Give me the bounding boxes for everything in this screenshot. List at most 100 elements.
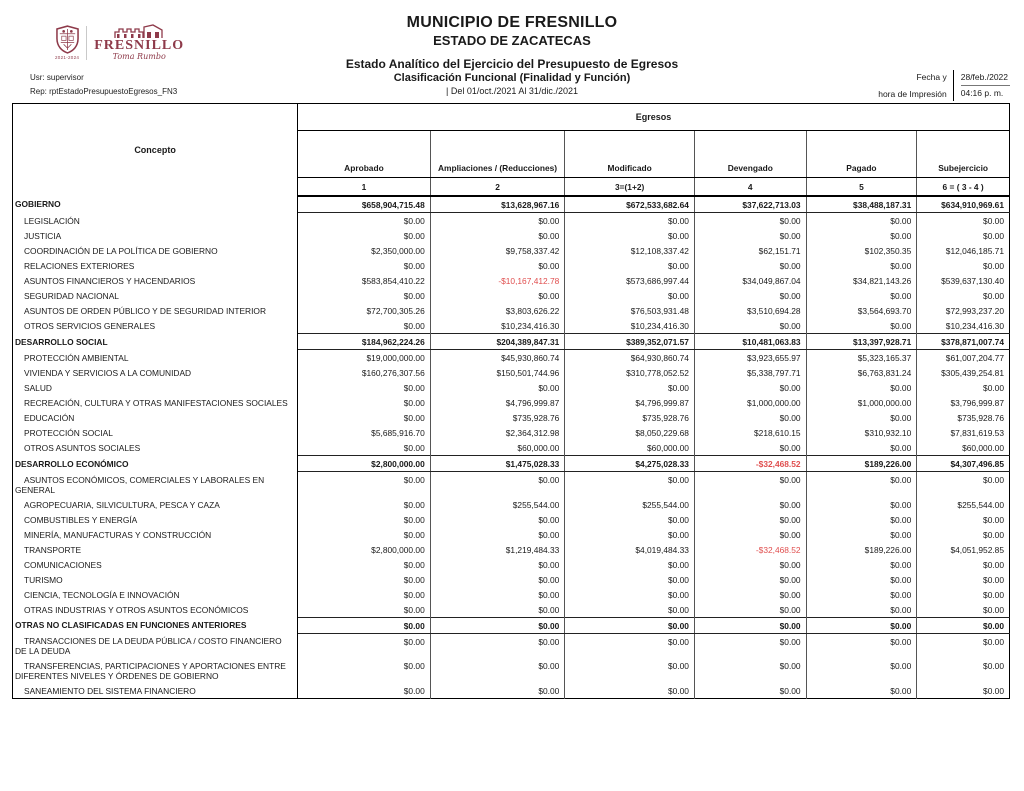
user-line: Usr: supervisor <box>30 73 84 82</box>
value-cell: $0.00 <box>694 258 807 273</box>
value-cell: $0.00 <box>564 288 695 303</box>
value-cell: $0.00 <box>694 616 807 634</box>
value-cell: $7,831,619.53 <box>950 428 1004 438</box>
value-cell: $0.00 <box>430 258 566 273</box>
value-cell: $735,928.76 <box>957 413 1004 423</box>
concept-cell: OTRAS INDUSTRIAS Y OTROS ASUNTOS ECONÓMI… <box>12 601 299 617</box>
value-cell: $389,352,071.57 <box>564 333 695 350</box>
value-cell: $0.00 <box>806 601 918 617</box>
table-row: COORDINACIÓN DE LA POLÍTICA DE GOBIERNO $… <box>12 243 1010 258</box>
table-row: GOBIERNO $658,904,715.48 $13,628,967.16 $67… <box>12 195 1010 213</box>
table-row: OTROS ASUNTOS SOCIALES $0.00 $60,000.00 $60… <box>12 440 1010 456</box>
budget-table-body: GOBIERNO $658,904,715.48 $13,628,967.16 $67… <box>12 195 1010 699</box>
concept-cell: LEGISLACIÓN <box>12 212 299 228</box>
value-cell: $10,234,416.30 <box>564 318 695 334</box>
value-cell: $10,481,063.83 <box>694 333 807 350</box>
value-cell: $0.00 <box>297 556 431 572</box>
value-cell: $3,803,626.22 <box>430 303 566 318</box>
concept-cell: SEGURIDAD NACIONAL <box>12 288 299 303</box>
table-row: OTROS SERVICIOS GENERALES $0.00 $10,234,41… <box>12 318 1010 334</box>
value-cell: $539,637,130.40 <box>941 276 1004 286</box>
value-cell: $0.00 <box>806 683 918 699</box>
value-cell: $8,050,229.68 <box>564 425 695 440</box>
municipality-logo: 2021-2024 FRESNILLO Toma Rumbo <box>55 24 184 61</box>
value-cell: $38,488,187.31 <box>806 195 918 213</box>
print-label-top: Fecha y <box>916 72 947 82</box>
value-cell: $0.00 <box>983 529 1004 540</box>
value-cell: $0.00 <box>297 571 431 587</box>
concept-cell: RELACIONES EXTERIORES <box>12 258 299 273</box>
value-cell: $0.00 <box>694 496 807 512</box>
value-cell: $2,364,312.98 <box>430 425 566 440</box>
concept-cell: ASUNTOS ECONÓMICOS, COMERCIALES Y LABORA… <box>12 471 299 497</box>
value-cell: $3,923,655.97 <box>694 349 807 365</box>
value-cell: $0.00 <box>430 683 566 699</box>
value-cell: -$32,468.52 <box>694 455 807 472</box>
concept-column-header: Concepto <box>12 103 299 196</box>
value-cell: $634,910,969.61 <box>916 195 1010 213</box>
value-cell: $0.00 <box>694 526 807 542</box>
value-cell: $4,307,496.85 <box>916 455 1010 472</box>
table-row: TRANSPORTE $2,800,000.00 $1,219,484.33 $4,0… <box>12 541 1010 557</box>
table-row: LEGISLACIÓN $0.00 $0.00 $0.00 $0.00 $0.00 $0.0… <box>12 212 1010 228</box>
value-cell: $0.00 <box>806 258 918 273</box>
value-cell: $0.00 <box>694 440 807 456</box>
concept-cell: COORDINACIÓN DE LA POLÍTICA DE GOBIERNO <box>12 243 299 258</box>
value-cell: $9,758,337.42 <box>430 243 566 258</box>
value-cell: $6,763,831.24 <box>806 365 918 380</box>
value-cell: $218,610.15 <box>694 425 807 440</box>
value-cell: $1,219,484.33 <box>430 541 566 557</box>
concept-cell: EDUCACIÓN <box>12 410 299 425</box>
value-cell: $0.00 <box>806 633 918 658</box>
value-cell: $64,930,860.74 <box>564 349 695 365</box>
value-cell: $0.00 <box>694 586 807 602</box>
value-cell: $735,928.76 <box>430 410 566 425</box>
value-cell: $0.00 <box>297 318 431 334</box>
value-cell: $184,962,224.26 <box>297 333 431 350</box>
value-cell: $19,000,000.00 <box>297 349 431 365</box>
value-cell: $4,796,999.87 <box>430 395 566 410</box>
value-cell: $0.00 <box>297 658 431 683</box>
value-cell: $0.00 <box>564 556 695 572</box>
value-cell: $60,000.00 <box>962 443 1004 453</box>
column-number: 2 <box>430 177 566 197</box>
value-cell: $0.00 <box>297 380 431 395</box>
value-cell: $0.00 <box>297 288 431 303</box>
value-cell: $0.00 <box>806 556 918 572</box>
value-cell: $0.00 <box>806 288 918 303</box>
value-cell: $61,007,204.77 <box>945 353 1004 363</box>
group-header-row: Concepto Egresos <box>12 103 1010 196</box>
value-cell: $0.00 <box>297 496 431 512</box>
table-row: SANEAMIENTO DEL SISTEMA FINANCIERO $0.00 $… <box>12 683 1010 699</box>
value-cell: $0.00 <box>983 291 1004 301</box>
column-header: Aprobado <box>297 130 431 178</box>
table-row: PROTECCIÓN AMBIENTAL $19,000,000.00 $45,93… <box>12 349 1010 365</box>
value-cell: $0.00 <box>983 261 1004 271</box>
value-cell: $0.00 <box>564 601 695 617</box>
table-row: ASUNTOS ECONÓMICOS, COMERCIALES Y LABORA… <box>12 471 1010 497</box>
value-cell: $0.00 <box>983 475 1004 485</box>
value-cell: $0.00 <box>916 616 1010 634</box>
table-row: TRANSACCIONES DE LA DEUDA PÚBLICA / COST… <box>12 633 1010 658</box>
table-row: TURISMO $0.00 $0.00 $0.00 $0.00 $0.00 $0.00 <box>12 571 1010 587</box>
shield-icon <box>55 25 79 54</box>
value-cell: $1,000,000.00 <box>694 395 807 410</box>
table-row: EDUCACIÓN $0.00 $735,928.76 $735,928.76 $0.0… <box>12 410 1010 425</box>
value-cell: $0.00 <box>983 636 1004 647</box>
column-number: 3=(1+2) <box>564 177 695 197</box>
value-cell: $3,796,999.87 <box>950 398 1004 408</box>
value-cell: $0.00 <box>564 511 695 527</box>
value-cell: $4,051,952.85 <box>950 544 1004 555</box>
value-cell: $378,871,007.74 <box>916 333 1010 350</box>
value-cell: $45,930,860.74 <box>430 349 566 365</box>
org-title: MUNICIPIO DE FRESNILLO <box>406 14 618 31</box>
value-cell: $672,533,682.64 <box>564 195 695 213</box>
concept-cell: CIENCIA, TECNOLOGÍA E INNOVACIÓN <box>12 586 299 602</box>
value-cell: $189,226.00 <box>806 541 918 557</box>
value-cell: $0.00 <box>297 683 431 699</box>
value-cell: $0.00 <box>694 288 807 303</box>
value-cell: $76,503,931.48 <box>564 303 695 318</box>
print-info: Fecha y hora de Impresión 28/feb./2022 0… <box>878 70 1010 101</box>
value-cell: $60,000.00 <box>430 440 566 456</box>
concept-cell: ASUNTOS FINANCIEROS Y HACENDARIOS <box>12 273 299 288</box>
